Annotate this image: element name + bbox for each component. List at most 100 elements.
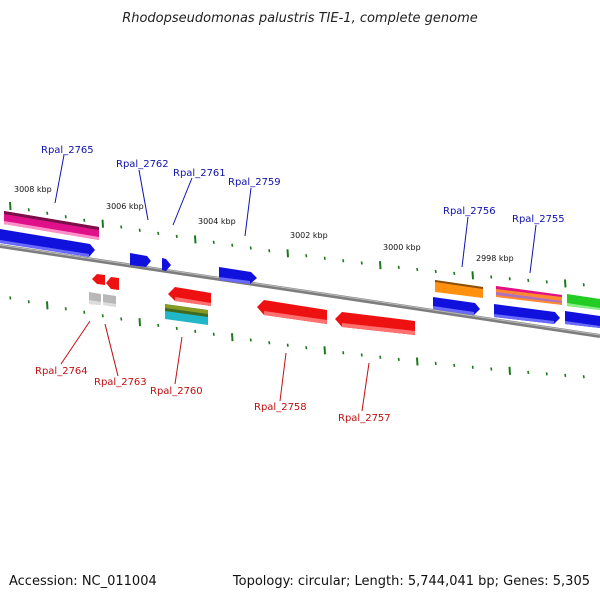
scale-tick xyxy=(249,246,252,250)
scale-tick xyxy=(582,375,585,379)
scale-tick xyxy=(175,234,178,239)
gene-label-rpal-2763[interactable]: Rpal_2763 xyxy=(94,377,147,388)
scale-tick xyxy=(471,365,474,369)
scale-tick xyxy=(231,243,234,247)
gene-arrow-rpal-2756[interactable] xyxy=(433,297,480,315)
gene-arrow-right-blue[interactable] xyxy=(565,311,600,328)
genome-backbone-highlight xyxy=(0,244,600,336)
scale-tick xyxy=(416,357,419,366)
scale-tick xyxy=(490,275,493,279)
gene-arrow-right-green[interactable] xyxy=(567,294,600,310)
gene-arrow-rpal-2762[interactable] xyxy=(130,253,151,267)
scale-tick xyxy=(323,256,326,260)
scale-tick xyxy=(360,261,363,265)
scale-tick xyxy=(305,254,308,258)
scale-label-3000: 3000 kbp xyxy=(383,243,421,252)
scale-tick xyxy=(120,225,123,229)
gene-arrow-rpal-2764[interactable] xyxy=(92,274,105,285)
gene-label-rpal-2765[interactable]: Rpal_2765 xyxy=(41,145,94,156)
gene-label-rpal-2757[interactable]: Rpal_2757 xyxy=(338,413,391,424)
genome-summary-text: Topology: circular; Length: 5,744,041 bp… xyxy=(232,574,590,589)
scale-tick xyxy=(434,269,437,274)
scale-label-3004: 3004 kbp xyxy=(198,217,236,226)
scale-tick xyxy=(379,355,382,359)
gene-arrow-rpal-2759[interactable] xyxy=(219,267,257,284)
scale-tick xyxy=(101,314,104,318)
scale-tick xyxy=(286,343,289,347)
accession-text: Accession: NC_011004 xyxy=(9,574,157,589)
gene-arrow-rpal-2757[interactable] xyxy=(335,312,415,335)
gene-arrow-rpal-2761[interactable] xyxy=(162,258,171,271)
leader-lines-reverse xyxy=(60,320,370,412)
gene-arrow-rpal-2763-gray[interactable] xyxy=(103,294,116,307)
scale-tick xyxy=(212,240,215,244)
gene-arrow-rpal-2760[interactable] xyxy=(165,304,208,325)
scale-tick xyxy=(175,326,178,331)
gene-label-rpal-2755[interactable]: Rpal_2755 xyxy=(512,214,565,225)
scale-tick xyxy=(453,271,456,276)
scale-label-2998: 2998 kbp xyxy=(476,254,514,263)
scale-tick xyxy=(157,231,160,236)
scale-tick xyxy=(564,373,567,378)
scale-tick xyxy=(212,332,215,336)
scale-label-3002: 3002 kbp xyxy=(290,231,328,240)
gene-arrow-rpal-2755[interactable] xyxy=(494,304,560,324)
gene-label-rpal-2758[interactable]: Rpal_2758 xyxy=(254,402,307,413)
gene-arrow-rpal-2760-upper[interactable] xyxy=(168,287,211,306)
scale-tick xyxy=(268,249,271,253)
scale-tick xyxy=(157,323,160,328)
scale-tick xyxy=(64,215,67,219)
scale-tick xyxy=(564,279,567,288)
gene-arrow-rpal-2764-gray[interactable] xyxy=(89,292,101,305)
scale-tick xyxy=(27,300,30,304)
scale-label-3008: 3008 kbp xyxy=(14,185,52,194)
scale-label-3006: 3006 kbp xyxy=(106,202,144,211)
scale-tick xyxy=(527,370,530,375)
gene-arrow-rpal-2763[interactable] xyxy=(106,277,119,290)
scale-tick xyxy=(46,211,49,215)
gene-arrow-rpal-2765[interactable] xyxy=(4,211,99,240)
scale-tick xyxy=(64,307,67,311)
leader-lines xyxy=(54,154,537,274)
gene-label-rpal-2759[interactable]: Rpal_2759 xyxy=(228,177,281,188)
scale-tick xyxy=(286,249,289,258)
gene-arrow-rpal-2758[interactable] xyxy=(257,300,327,324)
scale-tick xyxy=(527,278,530,283)
scale-tick xyxy=(231,333,234,342)
scale-tick xyxy=(434,361,437,366)
gene-label-rpal-2764[interactable]: Rpal_2764 xyxy=(35,366,88,377)
gene-label-rpal-2760[interactable]: Rpal_2760 xyxy=(150,386,203,397)
scale-tick xyxy=(138,318,141,327)
scale-tick xyxy=(268,341,271,345)
scale-tick xyxy=(138,228,141,232)
scale-tick xyxy=(9,201,12,211)
gene-label-rpal-2756[interactable]: Rpal_2756 xyxy=(443,206,496,217)
scale-ticks-upper xyxy=(9,201,585,288)
scale-tick xyxy=(397,265,400,270)
scale-tick xyxy=(416,267,419,272)
scale-tick xyxy=(545,280,548,284)
scale-tick xyxy=(490,367,493,371)
scale-tick xyxy=(249,338,252,342)
gene-label-rpal-2761[interactable]: Rpal_2761 xyxy=(173,168,226,179)
scale-tick xyxy=(305,346,308,350)
scale-tick xyxy=(471,271,474,280)
gene-label-rpal-2762[interactable]: Rpal_2762 xyxy=(116,159,169,170)
scale-tick xyxy=(27,208,30,212)
scale-tick xyxy=(360,353,363,357)
scale-tick xyxy=(453,363,456,368)
gene-arrow-rpal-2762-downstream[interactable] xyxy=(0,229,95,257)
gene-arrow-rpal-2755-upper[interactable] xyxy=(496,286,562,305)
scale-tick xyxy=(46,301,49,310)
map-title: Rhodopseudomonas palustris TIE-1, comple… xyxy=(122,11,478,26)
scale-tick xyxy=(545,372,548,376)
scale-tick xyxy=(342,259,345,263)
scale-tick xyxy=(83,218,86,222)
scale-tick xyxy=(194,329,197,334)
scale-tick xyxy=(323,346,326,355)
scale-tick xyxy=(582,283,585,287)
gene-arrow-rpal-2756-upper[interactable] xyxy=(435,280,483,298)
scale-tick xyxy=(508,366,511,375)
scale-tick xyxy=(101,219,104,228)
